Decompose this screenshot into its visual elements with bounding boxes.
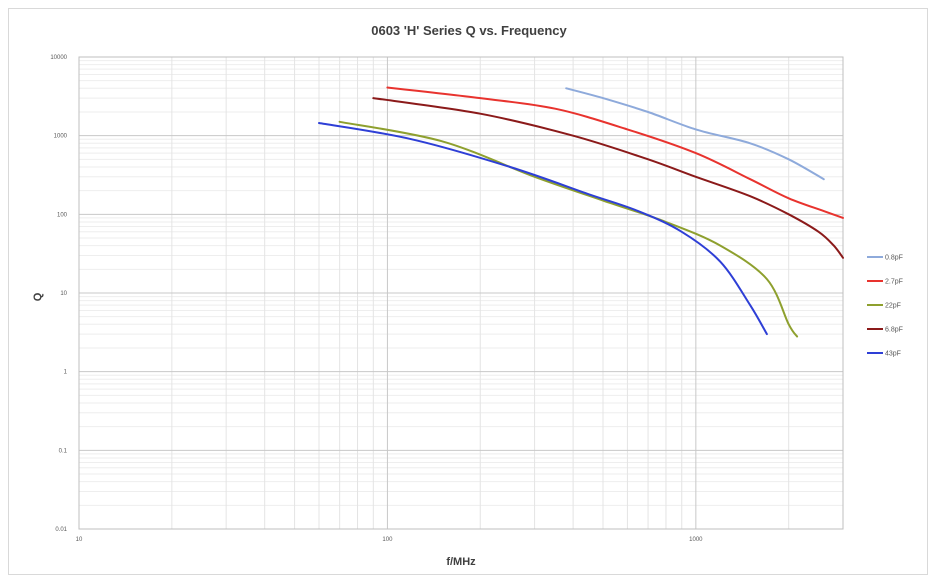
y-tick-label: 10000 bbox=[50, 55, 67, 61]
y-tick-label: 0.1 bbox=[59, 448, 68, 454]
y-tick-label: 1 bbox=[64, 370, 68, 376]
series-layer bbox=[318, 86, 844, 338]
legend-label-22pf: 22pF bbox=[885, 303, 901, 310]
chart-title: 0603 'H' Series Q vs. Frequency bbox=[371, 23, 567, 38]
legend: 0.8pF 2.7pF 22pF 6.8pF 43pF bbox=[867, 255, 903, 358]
x-axis-label: f/MHz bbox=[446, 556, 476, 568]
series-line-43pf bbox=[318, 122, 768, 336]
y-tick-label: 0.01 bbox=[55, 527, 67, 533]
series-line-6-8pf bbox=[372, 97, 844, 259]
legend-label-6-8pf: 6.8pF bbox=[885, 327, 903, 334]
x-tick-labels: 10 100 1000 bbox=[76, 537, 704, 543]
y-axis-label: Q bbox=[32, 292, 44, 301]
legend-label-0-8pf: 0.8pF bbox=[885, 255, 903, 262]
series-line-2-7pf bbox=[386, 86, 844, 219]
chart-frame: 0603 'H' Series Q vs. Frequency 10000 100… bbox=[8, 8, 928, 575]
grid-layer bbox=[78, 56, 844, 530]
x-tick-label: 100 bbox=[382, 537, 393, 543]
chart-svg: 0603 'H' Series Q vs. Frequency 10000100… bbox=[32, 23, 903, 568]
y-tick-label: 1000 bbox=[54, 134, 68, 140]
series-line-0-8pf bbox=[565, 87, 825, 181]
y-tick-labels: 10000 1000 100 10 1 0.1 0.01 bbox=[50, 55, 67, 533]
legend-label-2-7pf: 2.7pF bbox=[885, 279, 903, 286]
legend-label-43pf: 43pF bbox=[885, 351, 901, 358]
plot-border bbox=[78, 56, 844, 530]
y-tick-label: 100 bbox=[57, 212, 68, 218]
y-tick-label: 10 bbox=[60, 291, 67, 297]
x-tick-label: 10 bbox=[76, 537, 83, 543]
x-tick-label: 1000 bbox=[689, 537, 703, 543]
